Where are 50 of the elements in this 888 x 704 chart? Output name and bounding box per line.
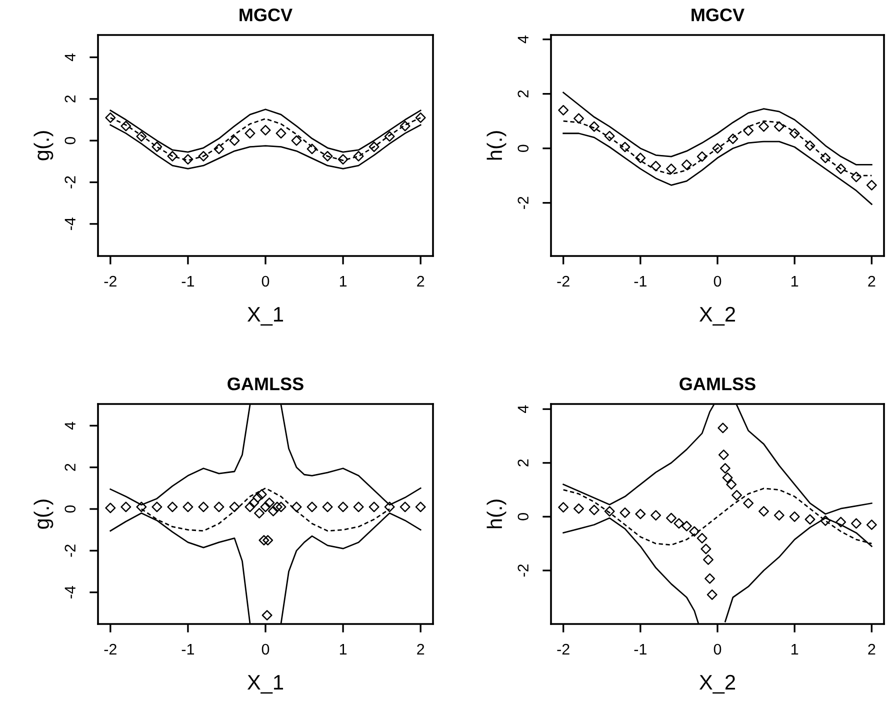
x-tick-label: 1 (792, 276, 798, 287)
x-axis-title: X_2 (699, 674, 735, 694)
y-tick-label: 2 (64, 95, 76, 102)
chart-title: GAMLSS (680, 378, 756, 390)
x-tick-label: -2 (104, 644, 116, 655)
chart-title: MGCV (692, 8, 744, 22)
x-tick-label: 0 (262, 644, 270, 655)
y-tick-label: 2 (518, 90, 528, 98)
x-tick-label: -1 (182, 644, 194, 655)
x-tick-label: 1 (340, 276, 347, 287)
y-tick-label: -2 (518, 196, 528, 209)
y-tick-label: 0 (64, 505, 76, 513)
y-tick-label: 0 (518, 144, 529, 152)
y-tick-label: 2 (518, 459, 528, 466)
y-axis-title: h(.) (486, 500, 506, 528)
x-tick-label: -1 (634, 276, 646, 287)
y-axis-title: g(.) (34, 131, 54, 160)
x-tick-label: 0 (262, 276, 270, 287)
y-tick-label: 0 (64, 136, 76, 144)
y-tick-label: -2 (518, 564, 528, 577)
y-axis-title: g(.) (34, 500, 54, 529)
x-tick-label: 0 (714, 276, 722, 287)
x-tick-label: 1 (340, 644, 347, 655)
x-tick-label: 1 (792, 644, 798, 655)
y-tick-label: 4 (64, 422, 76, 430)
y-tick-label: -2 (64, 176, 76, 188)
chart-title: GAMLSS (228, 378, 304, 390)
x-tick-label: 2 (868, 276, 876, 287)
x-tick-label: -1 (182, 276, 194, 287)
y-tick-label: 4 (518, 405, 528, 414)
x-tick-label: -2 (557, 644, 570, 655)
y-tick-label: -2 (64, 544, 76, 557)
x-tick-label: -2 (557, 276, 570, 287)
x-tick-label: 2 (868, 644, 876, 655)
y-tick-label: -4 (64, 586, 76, 598)
chart-title: MGCV (240, 8, 292, 22)
y-tick-label: 4 (64, 53, 76, 62)
x-tick-label: -1 (634, 644, 646, 655)
x-axis-title: X_2 (699, 306, 735, 326)
y-tick-label: 2 (64, 464, 76, 471)
x-tick-label: 0 (714, 644, 722, 655)
x-tick-label: 2 (417, 644, 424, 655)
y-tick-label: -4 (64, 218, 76, 230)
x-tick-label: 2 (417, 276, 424, 287)
y-tick-label: 0 (518, 513, 529, 520)
x-axis-title: X_1 (247, 307, 284, 326)
x-tick-label: -2 (104, 276, 116, 287)
y-axis-title: h(.) (486, 131, 506, 160)
y-tick-label: 4 (518, 36, 528, 44)
x-axis-title: X_1 (247, 675, 284, 694)
